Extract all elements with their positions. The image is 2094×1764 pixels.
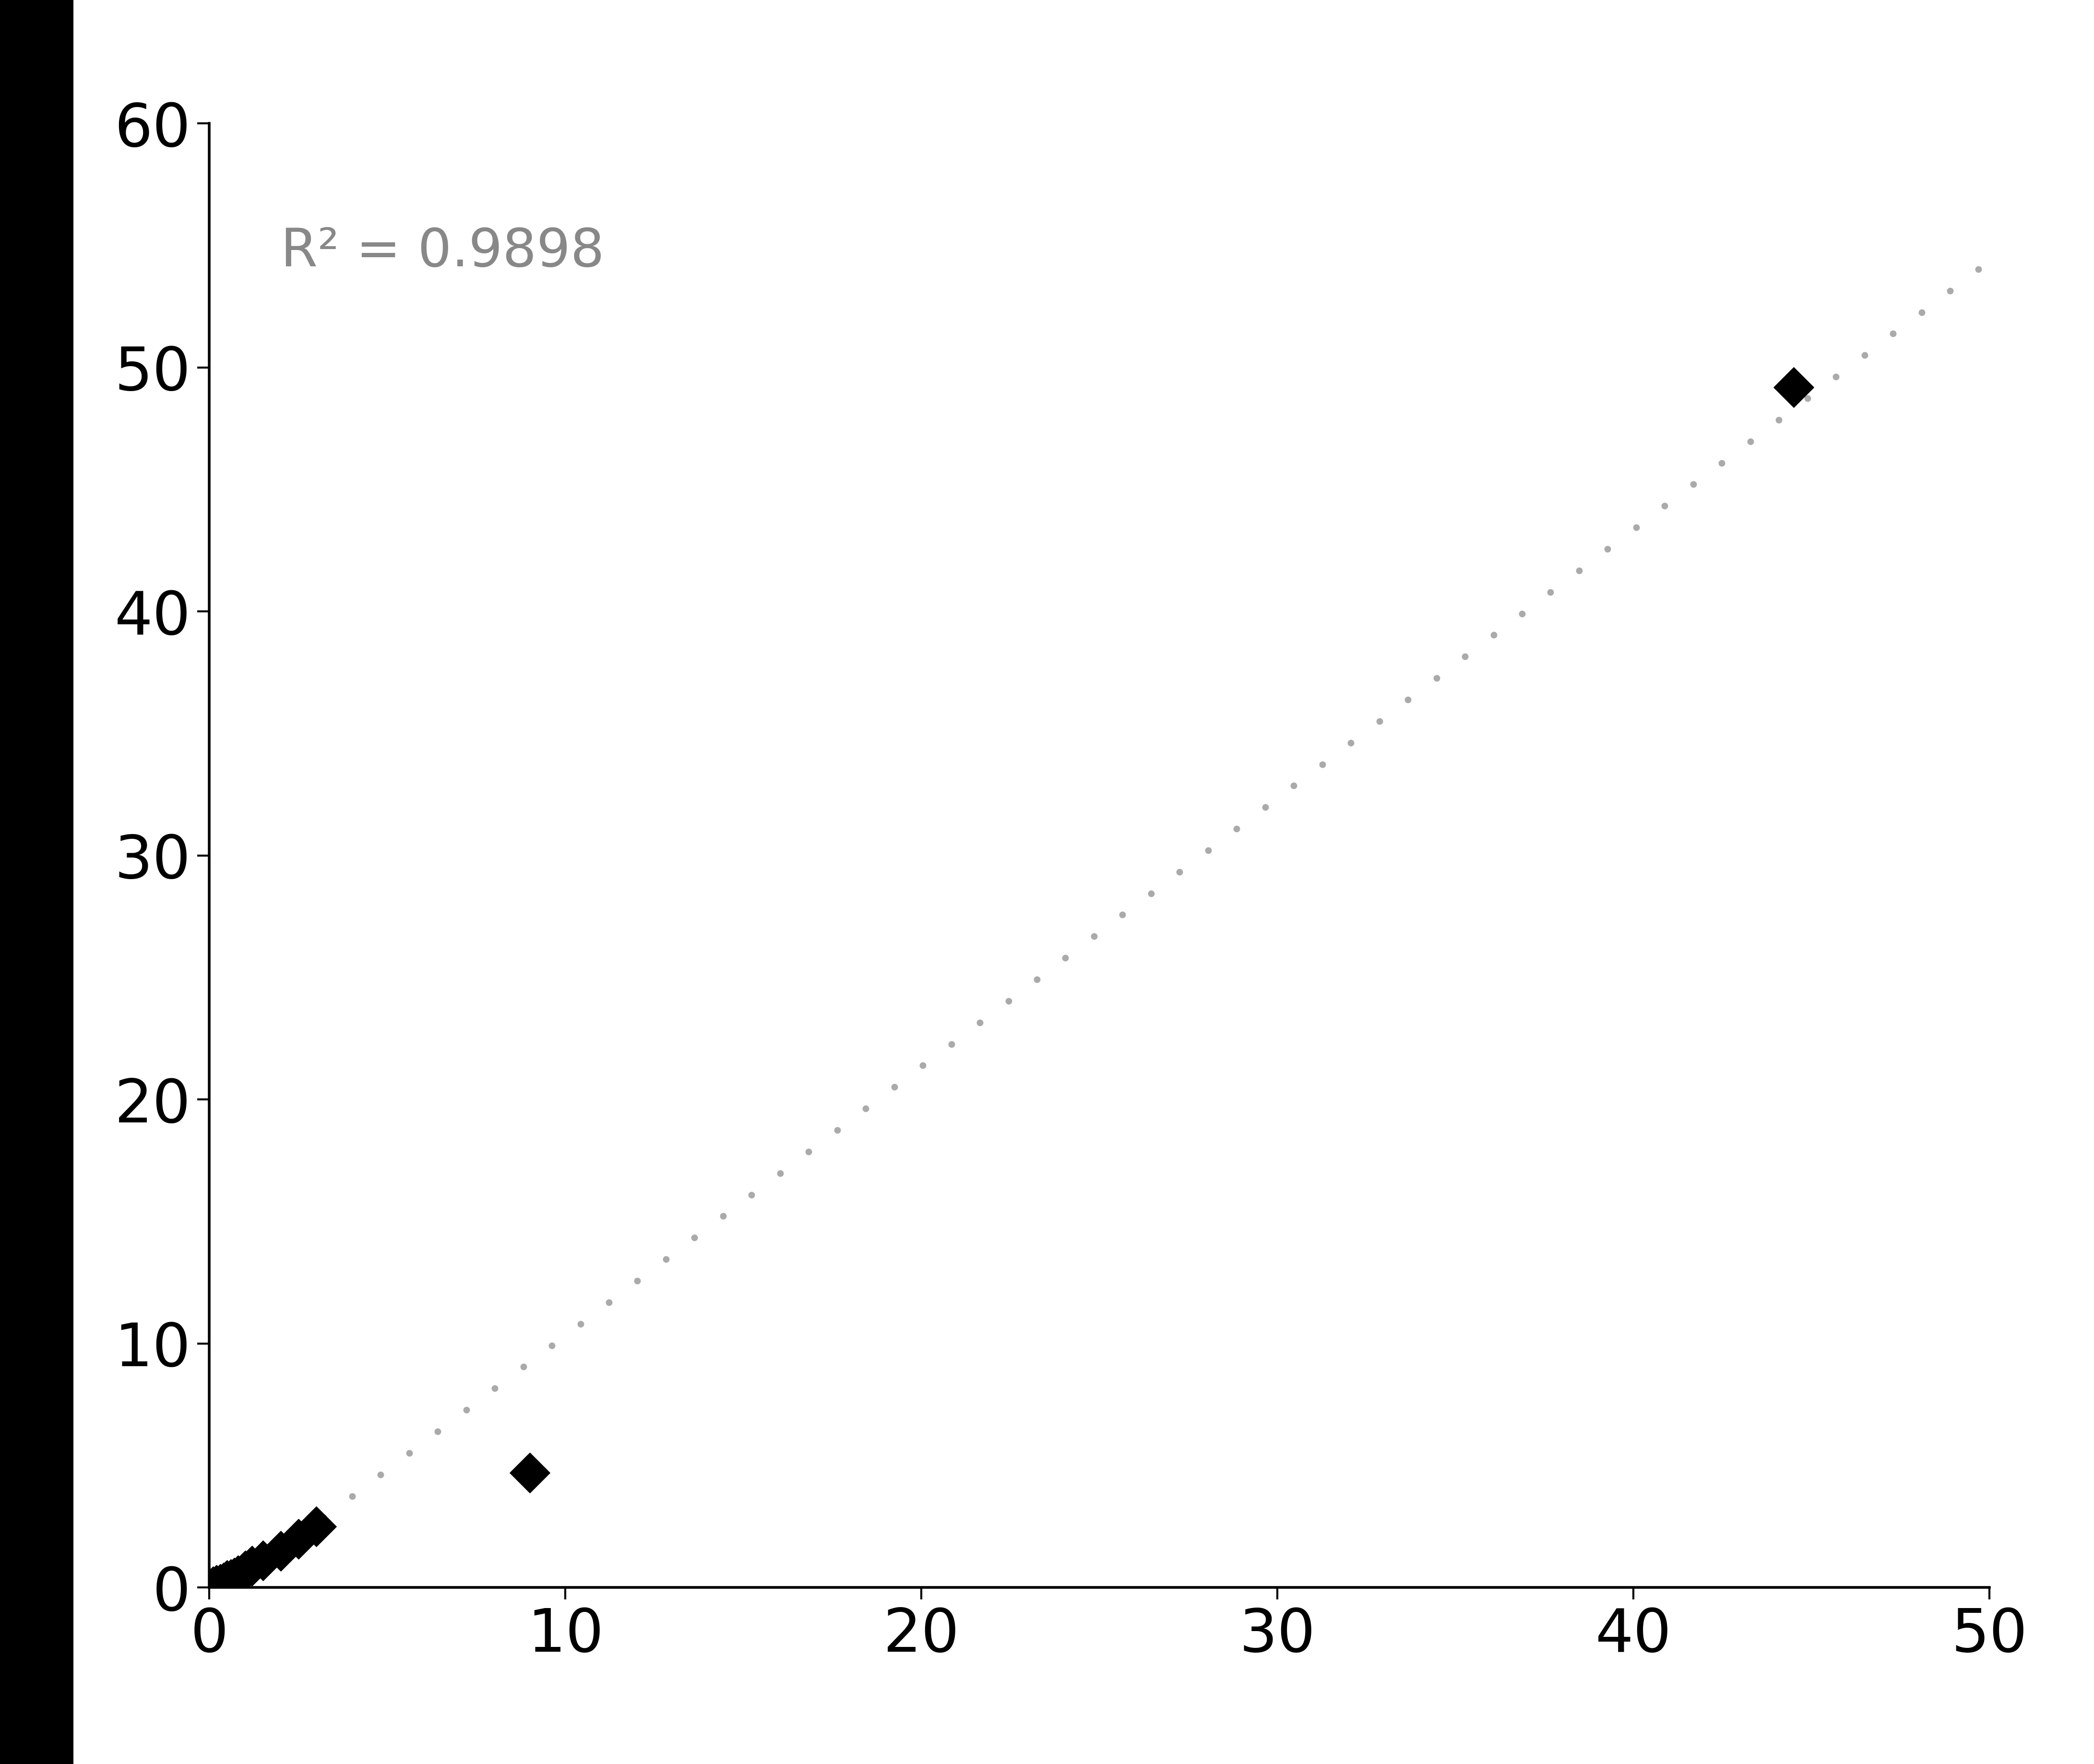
Point: [222, 1561, 255, 1589]
Point: [235, 1552, 268, 1581]
Point: [197, 1572, 230, 1600]
Point: [218, 1563, 251, 1591]
Point: [228, 1556, 262, 1584]
Point: [214, 1565, 247, 1593]
Point: [264, 1536, 297, 1565]
Point: [1776, 372, 1809, 400]
Point: [207, 1568, 241, 1596]
Point: [281, 1524, 316, 1552]
Point: [299, 1512, 333, 1540]
Text: R² = 0.9898: R² = 0.9898: [281, 226, 605, 277]
Point: [203, 1570, 237, 1598]
Point: [199, 1572, 232, 1600]
Point: [247, 1547, 281, 1575]
Point: [209, 1566, 245, 1595]
Point: [513, 1459, 547, 1487]
